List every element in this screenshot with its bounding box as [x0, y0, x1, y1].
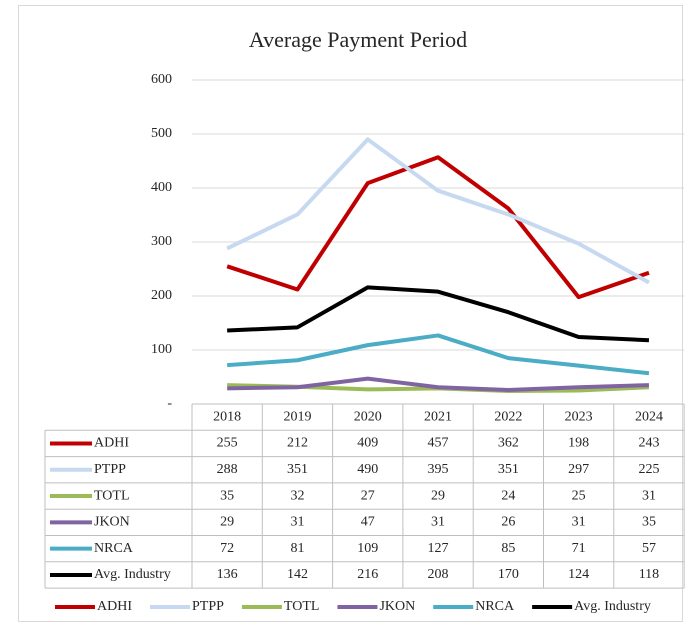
table-row-label: JKON	[94, 515, 130, 530]
y-tick-label: 300	[151, 234, 172, 249]
table-value: 243	[638, 436, 659, 451]
table-value: 27	[361, 488, 375, 503]
table-value: 142	[287, 567, 308, 582]
table-value: 351	[498, 462, 519, 477]
table-value: 351	[287, 462, 308, 477]
table-header: 2018	[213, 409, 241, 424]
series-line	[227, 285, 650, 343]
table-value: 457	[428, 436, 449, 451]
table-value: 26	[501, 515, 515, 530]
table-value: 216	[357, 567, 378, 582]
table-value: 32	[290, 488, 304, 503]
legend-label: NRCA	[475, 599, 515, 614]
table-value: 136	[217, 567, 238, 582]
table-value: 57	[642, 541, 656, 556]
table-value: 71	[572, 541, 586, 556]
y-tick-label: 400	[151, 180, 172, 195]
legend-label: PTPP	[192, 599, 224, 614]
table-value: 362	[498, 436, 519, 451]
table-header: 2022	[494, 409, 522, 424]
table-header: 2024	[635, 409, 663, 424]
table-value: 395	[428, 462, 449, 477]
series-line	[227, 376, 650, 392]
table-value: 29	[431, 488, 445, 503]
table-row-label: TOTL	[94, 488, 130, 503]
table-value: 81	[290, 541, 304, 556]
table-value: 31	[431, 515, 445, 530]
table-value: 25	[572, 488, 586, 503]
table-value: 288	[217, 462, 238, 477]
y-tick-label: -	[167, 396, 172, 411]
table-value: 118	[639, 567, 659, 582]
table-header: 2020	[354, 409, 382, 424]
table-value: 29	[220, 515, 234, 530]
table-header: 2023	[565, 409, 593, 424]
legend-label: JKON	[379, 599, 415, 614]
table-header: 2021	[424, 409, 452, 424]
series-line	[226, 137, 650, 285]
table-value: 255	[217, 436, 238, 451]
series-line	[227, 333, 650, 376]
table-value: 31	[572, 515, 586, 530]
table-value: 31	[642, 488, 656, 503]
chart-title: Average Payment Period	[249, 27, 467, 52]
table-value: 297	[568, 462, 589, 477]
table-row-label: PTPP	[94, 462, 126, 477]
series-line	[226, 155, 650, 300]
table-row-label: NRCA	[94, 541, 134, 556]
table-value: 127	[428, 541, 449, 556]
table-value: 198	[568, 436, 589, 451]
chart-frame	[18, 5, 683, 622]
table-value: 170	[498, 567, 519, 582]
y-tick-label: 200	[151, 288, 172, 303]
table-value: 208	[428, 567, 449, 582]
table-header: 2019	[283, 409, 311, 424]
legend-label: Avg. Industry	[574, 599, 651, 614]
table-value: 124	[568, 567, 589, 582]
table-value: 24	[501, 488, 515, 503]
table-value: 490	[357, 462, 378, 477]
legend-label: ADHI	[97, 599, 132, 614]
table-value: 72	[220, 541, 234, 556]
y-tick-label: 500	[151, 126, 172, 141]
table-value: 212	[287, 436, 308, 451]
table-value: 225	[638, 462, 659, 477]
table-value: 35	[642, 515, 656, 530]
table-value: 47	[361, 515, 375, 530]
y-tick-label: 600	[151, 72, 172, 87]
table-value: 85	[501, 541, 515, 556]
legend-label: TOTL	[284, 599, 320, 614]
y-tick-label: 100	[151, 342, 172, 357]
table-row-label: ADHI	[94, 436, 129, 451]
table-value: 31	[290, 515, 304, 530]
table-value: 409	[357, 436, 378, 451]
table-value: 109	[357, 541, 378, 556]
table-value: 35	[220, 488, 234, 503]
table-row-label: Avg. Industry	[94, 567, 171, 582]
